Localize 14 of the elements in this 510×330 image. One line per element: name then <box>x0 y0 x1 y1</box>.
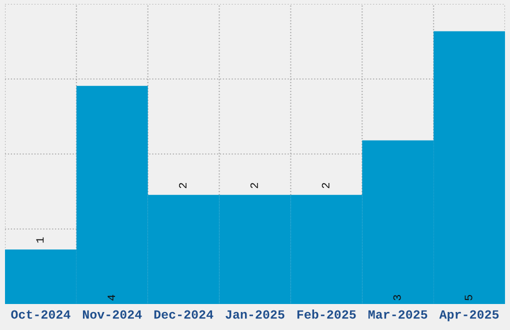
x-tick-label: Oct-2024 <box>11 310 70 319</box>
data-label: 4 <box>108 294 116 300</box>
x-tick-label: Apr-2025 <box>439 310 499 322</box>
x-tick-label: Feb-2025 <box>297 310 356 319</box>
data-label: 5 <box>464 295 472 300</box>
x-tick-label: Dec-2024 <box>154 310 214 319</box>
data-label: 2 <box>322 183 330 188</box>
x-tick-label: Jan-2025 <box>226 310 284 319</box>
x-tick-label: Nov-2024 <box>82 310 142 319</box>
data-label: 1 <box>36 237 44 243</box>
x-tick-label: Mar-2025 <box>368 310 428 319</box>
data-label: 2 <box>179 183 186 188</box>
data-label: 3 <box>393 295 401 300</box>
data-label: 2 <box>250 183 258 188</box>
